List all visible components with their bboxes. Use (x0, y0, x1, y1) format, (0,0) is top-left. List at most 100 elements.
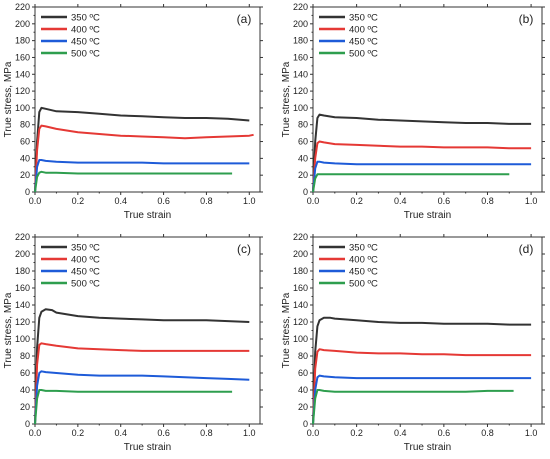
y-tick-label: 20 (20, 402, 30, 412)
series-line-2 (34, 124, 254, 193)
legend-label-2: 400 ºC (71, 25, 100, 36)
x-axis-label: True strain (404, 210, 451, 221)
series-line-1 (34, 308, 250, 425)
legend-label-4: 500 ºC (71, 49, 100, 60)
x-tick-label: 0.8 (481, 196, 494, 206)
y-axis-label: True stress, MPa (281, 61, 292, 137)
series-line-3 (312, 160, 532, 193)
x-axis-label: True strain (404, 442, 451, 453)
y-tick-label: 120 (15, 317, 30, 327)
y-tick-label: 80 (298, 351, 308, 361)
x-tick-label: 0.8 (200, 196, 213, 206)
y-tick-label: 40 (20, 153, 30, 163)
x-tick-label: 1.0 (525, 428, 538, 438)
series-line-4 (312, 389, 514, 425)
x-tick-label: 0.4 (394, 196, 407, 206)
y-tick-label: 40 (20, 385, 30, 395)
y-tick-label: 160 (15, 52, 30, 62)
y-tick-label: 160 (293, 283, 308, 293)
y-tick-label: 200 (293, 249, 308, 259)
legend-label-1: 350 ºC (71, 13, 100, 24)
y-tick-label: 20 (298, 170, 308, 180)
x-tick-label: 0.2 (72, 196, 85, 206)
y-tick-label: 100 (293, 103, 308, 113)
series-line-3 (34, 159, 250, 193)
y-tick-label: 160 (293, 52, 308, 62)
legend-label-4: 500 ºC (71, 279, 100, 290)
legend-label-3: 450 ºC (349, 37, 378, 48)
y-tick-label: 180 (293, 266, 308, 276)
y-tick-label: 200 (293, 19, 308, 29)
x-axis-label: True strain (124, 442, 171, 453)
series-line-4 (34, 389, 233, 425)
legend-label-4: 500 ºC (349, 49, 378, 60)
series-line-4 (312, 173, 510, 193)
x-tick-label: 0.4 (114, 196, 127, 206)
panel-label: (b) (519, 12, 534, 26)
x-tick-label: 0.0 (307, 428, 320, 438)
panel-label: (d) (519, 242, 534, 256)
y-tick-label: 200 (15, 19, 30, 29)
y-tick-label: 220 (15, 232, 30, 242)
y-tick-label: 0 (303, 187, 308, 197)
x-tick-label: 1.0 (525, 196, 538, 206)
y-tick-label: 140 (293, 300, 308, 310)
x-tick-label: 0.6 (157, 196, 170, 206)
x-tick-label: 0.4 (394, 428, 407, 438)
series-line-2 (34, 342, 250, 425)
y-tick-label: 120 (15, 86, 30, 96)
legend-label-1: 350 ºC (349, 13, 378, 24)
legend-label-4: 500 ºC (349, 279, 378, 290)
y-tick-label: 200 (15, 249, 30, 259)
y-tick-label: 60 (298, 137, 308, 147)
y-tick-label: 120 (293, 86, 308, 96)
y-tick-label: 100 (15, 334, 30, 344)
chart-panel-3: 0 20 40 60 80 100 120 140 160 180 200 220 0.0 0.2 0.4 0… (3, 232, 263, 453)
y-tick-label: 220 (15, 2, 30, 12)
y-tick-label: 60 (298, 368, 308, 378)
y-tick-label: 20 (298, 402, 308, 412)
series-line-3 (34, 370, 250, 425)
y-tick-label: 140 (293, 69, 308, 79)
y-tick-label: 140 (15, 69, 30, 79)
plot-frame (312, 236, 543, 425)
series-line-2 (312, 348, 532, 425)
x-tick-label: 0.4 (114, 428, 127, 438)
series-line-1 (34, 106, 250, 193)
y-axis-label: True stress, MPa (281, 292, 292, 368)
y-tick-label: 40 (298, 385, 308, 395)
x-tick-label: 0.6 (438, 428, 451, 438)
y-tick-label: 0 (25, 419, 30, 429)
x-tick-label: 0.0 (29, 428, 42, 438)
y-tick-label: 60 (20, 137, 30, 147)
x-tick-label: 0.0 (307, 196, 320, 206)
y-tick-label: 80 (298, 120, 308, 130)
y-tick-label: 140 (15, 300, 30, 310)
y-axis-label: True stress, MPa (3, 292, 14, 368)
y-axis-label: True stress, MPa (3, 61, 14, 137)
series-line-4 (34, 170, 233, 193)
y-tick-label: 160 (15, 283, 30, 293)
chart-panel-4: 0 20 40 60 80 100 120 140 160 180 200 220 0.0 0.2 0.4 0… (281, 232, 545, 453)
series-line-3 (312, 374, 532, 425)
x-tick-label: 0.8 (200, 428, 213, 438)
series-line-1 (312, 316, 532, 425)
x-tick-label: 0.8 (481, 428, 494, 438)
y-tick-label: 20 (20, 170, 30, 180)
legend-label-3: 450 ºC (349, 267, 378, 278)
y-tick-label: 0 (25, 187, 30, 197)
y-tick-label: 120 (293, 317, 308, 327)
legend-label-2: 400 ºC (349, 255, 378, 266)
series-line-2 (312, 140, 532, 193)
x-tick-label: 0.2 (350, 196, 363, 206)
y-tick-label: 220 (293, 2, 308, 12)
legend-label-2: 400 ºC (71, 255, 100, 266)
y-tick-label: 180 (15, 266, 30, 276)
x-tick-label: 0.6 (157, 428, 170, 438)
legend-label-3: 450 ºC (71, 267, 100, 278)
y-tick-label: 60 (20, 368, 30, 378)
y-tick-label: 40 (298, 153, 308, 163)
x-tick-label: 0.2 (72, 428, 85, 438)
y-tick-label: 80 (20, 351, 30, 361)
